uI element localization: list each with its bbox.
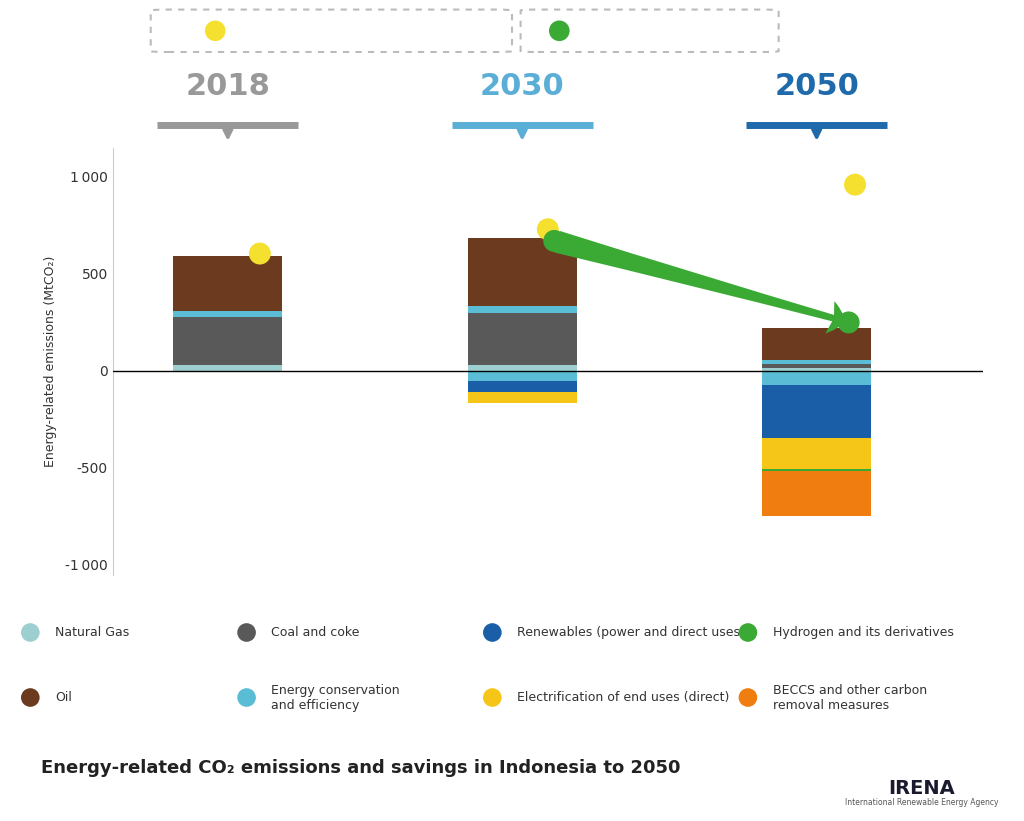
Point	[739, 691, 756, 704]
FancyBboxPatch shape	[520, 10, 778, 52]
Bar	[468, 381, 577, 392]
Text: Hydrogen and its derivatives: Hydrogen and its derivatives	[772, 626, 953, 639]
Text: Coal and coke: Coal and coke	[271, 626, 359, 639]
Point	[841, 316, 857, 329]
Bar	[762, 386, 871, 438]
Text: 2050: 2050	[774, 72, 859, 101]
Point	[847, 178, 863, 191]
Point	[207, 24, 223, 37]
Text: Energy conservation
and efficiency: Energy conservation and efficiency	[271, 684, 399, 712]
Bar	[762, 371, 871, 386]
FancyBboxPatch shape	[151, 10, 512, 52]
Text: 2030: 2030	[480, 72, 564, 101]
Bar	[762, 368, 871, 371]
Bar	[762, 471, 871, 516]
Bar	[762, 469, 871, 471]
Point	[551, 24, 567, 37]
Point	[484, 691, 501, 704]
Bar	[762, 365, 871, 368]
Bar	[762, 360, 871, 365]
Text: Natural Gas: Natural Gas	[55, 626, 129, 639]
Bar	[762, 328, 871, 360]
Bar	[762, 438, 871, 469]
Bar	[173, 311, 283, 317]
Point	[23, 626, 39, 639]
Bar	[468, 392, 577, 403]
Point	[23, 691, 39, 704]
Text: Electrification of end uses (direct): Electrification of end uses (direct)	[517, 691, 729, 704]
Text: Renewables (power and direct uses): Renewables (power and direct uses)	[517, 626, 744, 639]
Text: 2018: 2018	[185, 72, 270, 101]
Bar	[468, 371, 577, 381]
Bar	[468, 313, 577, 365]
Bar	[468, 306, 577, 313]
Point	[239, 626, 255, 639]
Y-axis label: Energy-related emissions (MtCO₂): Energy-related emissions (MtCO₂)	[44, 255, 56, 467]
Point	[484, 626, 501, 639]
Text: IRENA: IRENA	[888, 778, 955, 798]
Bar	[468, 238, 577, 306]
Point	[252, 247, 268, 260]
Point	[546, 234, 562, 247]
Text: Oil: Oil	[55, 691, 72, 704]
Text: BECCS and other carbon
removal measures: BECCS and other carbon removal measures	[772, 684, 927, 712]
Text: 1.5-S net emissions: 1.5-S net emissions	[585, 24, 721, 38]
Text: Energy-related CO₂ emissions and savings in Indonesia to 2050: Energy-related CO₂ emissions and savings…	[41, 759, 681, 777]
Text: International Renewable Energy Agency: International Renewable Energy Agency	[845, 799, 998, 807]
Bar	[468, 365, 577, 371]
Bar	[173, 365, 283, 371]
Point	[239, 691, 255, 704]
Point	[739, 626, 756, 639]
Point	[540, 222, 556, 236]
Text: Current policies (PES) emissions: Current policies (PES) emissions	[241, 24, 464, 38]
Bar	[173, 256, 283, 311]
Bar	[173, 317, 283, 365]
